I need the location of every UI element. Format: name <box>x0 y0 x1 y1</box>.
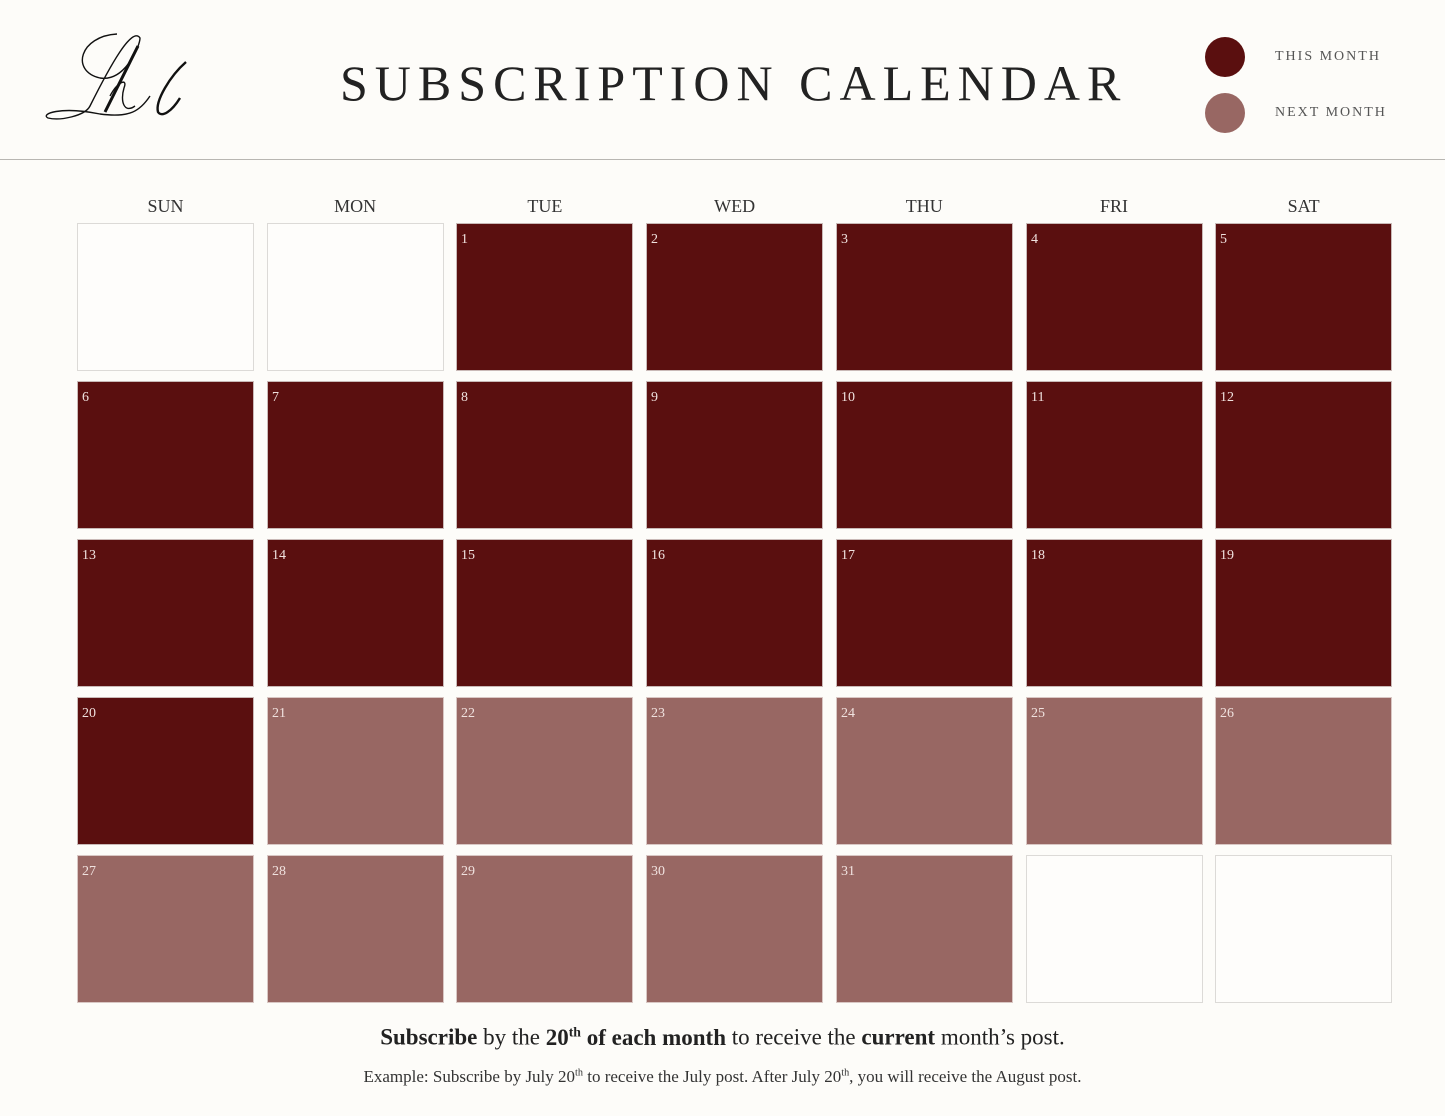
weekday-header: THU <box>905 196 943 216</box>
day-number: 15 <box>461 548 475 563</box>
day-cell-this-month: 3 <box>836 223 1013 371</box>
header-divider <box>0 159 1445 160</box>
empty-day-cell <box>77 223 254 371</box>
day-number: 5 <box>1220 232 1227 247</box>
day-cell-next-month: 22 <box>456 697 633 845</box>
weekday-header: SUN <box>147 196 184 216</box>
day-cell-this-month: 5 <box>1215 223 1392 371</box>
day-number: 9 <box>651 390 658 405</box>
weekday-header: TUE <box>527 196 563 216</box>
empty-day-cell <box>1026 855 1203 1003</box>
day-cell-this-month: 10 <box>836 381 1013 529</box>
legend-item-next-month: NEXT MONTH <box>1205 92 1387 133</box>
day-cell-next-month: 24 <box>836 697 1013 845</box>
day-number: 14 <box>272 548 286 563</box>
emphasis: 20 <box>545 1024 569 1050</box>
day-number: 19 <box>1220 548 1234 563</box>
ordinal-suffix: th <box>575 1067 583 1079</box>
day-cell-this-month: 4 <box>1026 223 1203 371</box>
emphasis: Subscribe <box>380 1024 478 1050</box>
day-number: 26 <box>1220 706 1234 721</box>
empty-day-cell <box>267 223 444 371</box>
day-cell-this-month: 2 <box>646 223 823 371</box>
day-number: 7 <box>272 390 279 405</box>
logo <box>40 26 200 126</box>
text: by the <box>477 1024 546 1050</box>
day-cell-this-month: 15 <box>456 539 633 687</box>
subscription-rule-text: Subscribe by the 20th of each month to r… <box>0 1024 1445 1051</box>
day-number: 28 <box>272 864 286 879</box>
day-cell-next-month: 30 <box>646 855 823 1003</box>
day-cell-next-month: 26 <box>1215 697 1392 845</box>
day-number: 13 <box>82 548 96 563</box>
day-cell-this-month: 11 <box>1026 381 1203 529</box>
next-month-swatch-icon <box>1205 92 1245 133</box>
empty-day-cell <box>1215 855 1392 1003</box>
day-number: 4 <box>1031 232 1038 247</box>
day-cell-this-month: 19 <box>1215 539 1392 687</box>
this-month-swatch-icon <box>1205 36 1245 77</box>
day-cell-this-month: 18 <box>1026 539 1203 687</box>
day-cell-next-month: 31 <box>836 855 1013 1003</box>
legend-label: NEXT MONTH <box>1275 104 1387 120</box>
day-number: 17 <box>841 548 855 563</box>
day-number: 24 <box>841 706 855 721</box>
day-cell-this-month: 12 <box>1215 381 1392 529</box>
page-title: SUBSCRIPTION CALENDAR <box>340 55 1128 111</box>
day-cell-next-month: 21 <box>267 697 444 845</box>
day-cell-this-month: 14 <box>267 539 444 687</box>
day-number: 8 <box>461 390 468 405</box>
weekday-header: SAT <box>1287 196 1320 216</box>
weekday-header: MON <box>334 196 377 216</box>
example-text: Example: Subscribe by July 20th to recei… <box>0 1067 1445 1087</box>
emphasis: of each month <box>580 1024 727 1050</box>
day-number: 31 <box>841 864 855 879</box>
day-cell-next-month: 23 <box>646 697 823 845</box>
day-number: 29 <box>461 864 475 879</box>
day-number: 12 <box>1220 390 1234 405</box>
day-number: 6 <box>82 390 89 405</box>
day-number: 16 <box>651 548 665 563</box>
legend: THIS MONTH NEXT MONTH <box>1205 36 1387 148</box>
day-number: 10 <box>841 390 855 405</box>
day-number: 2 <box>651 232 658 247</box>
ordinal-suffix: th <box>568 1024 581 1039</box>
day-number: 22 <box>461 706 475 721</box>
day-number: 25 <box>1031 706 1045 721</box>
weekday-header: WED <box>714 196 756 216</box>
legend-item-this-month: THIS MONTH <box>1205 36 1387 77</box>
text: to receive the July post. After July 20 <box>582 1067 842 1086</box>
text: month’s post. <box>935 1024 1065 1050</box>
day-cell-this-month: 20 <box>77 697 254 845</box>
text: Example: Subscribe by July 20 <box>363 1067 576 1086</box>
day-cell-this-month: 7 <box>267 381 444 529</box>
day-cell-next-month: 25 <box>1026 697 1203 845</box>
day-number: 27 <box>82 864 96 879</box>
day-number: 11 <box>1031 390 1045 405</box>
day-cell-next-month: 27 <box>77 855 254 1003</box>
day-number: 23 <box>651 706 665 721</box>
day-number: 20 <box>82 706 96 721</box>
day-cell-this-month: 6 <box>77 381 254 529</box>
day-cell-this-month: 17 <box>836 539 1013 687</box>
day-cell-next-month: 28 <box>267 855 444 1003</box>
day-number: 1 <box>461 232 468 247</box>
day-cell-this-month: 13 <box>77 539 254 687</box>
day-number: 21 <box>272 706 286 721</box>
ordinal-suffix: th <box>841 1067 850 1079</box>
legend-label: THIS MONTH <box>1275 48 1381 64</box>
day-number: 18 <box>1031 548 1045 563</box>
day-cell-this-month: 9 <box>646 381 823 529</box>
weekday-header: FRI <box>1099 196 1128 216</box>
text: to receive the <box>726 1024 862 1050</box>
day-cell-this-month: 1 <box>456 223 633 371</box>
day-number: 3 <box>841 232 848 247</box>
logo-script-icon <box>45 33 187 120</box>
day-cell-this-month: 8 <box>456 381 633 529</box>
day-number: 30 <box>651 864 665 879</box>
emphasis: current <box>861 1024 936 1050</box>
day-cell-next-month: 29 <box>456 855 633 1003</box>
text: , you will receive the August post. <box>849 1067 1082 1086</box>
day-cell-this-month: 16 <box>646 539 823 687</box>
